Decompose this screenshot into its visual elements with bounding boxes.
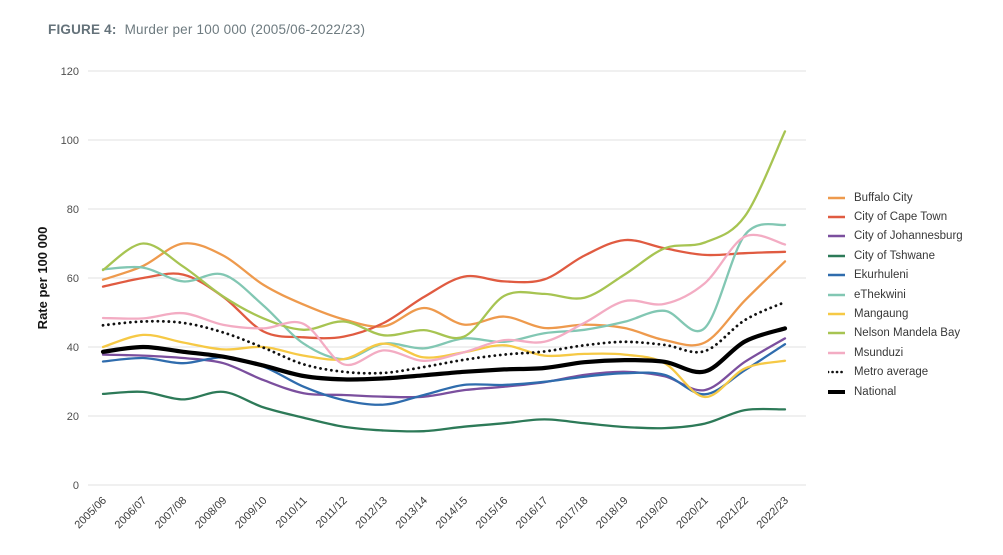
legend-label: Mangaung bbox=[854, 308, 909, 321]
y-tick-label: 40 bbox=[67, 342, 79, 354]
legend-label: Buffalo City bbox=[854, 191, 913, 204]
legend-label: Metro average bbox=[854, 366, 929, 379]
legend-item-national: National bbox=[828, 382, 963, 401]
series-line-nelson-mandela-bay bbox=[101, 130, 787, 340]
y-tick-label: 0 bbox=[73, 480, 79, 492]
x-tick-label: 2011/12 bbox=[314, 495, 350, 531]
series-line-ethekwini bbox=[101, 222, 787, 361]
chart-legend: Buffalo City City of Cape Town City of Joh… bbox=[828, 188, 963, 401]
y-tick-label: 60 bbox=[67, 273, 79, 285]
y-tick-label: 100 bbox=[61, 135, 79, 147]
y-tick-label: 80 bbox=[67, 204, 79, 216]
x-tick-label: 2019/20 bbox=[634, 495, 671, 532]
legend-swatch bbox=[828, 293, 845, 296]
figure-title: FIGURE 4: Murder per 100 000 (2005/06-202… bbox=[48, 22, 365, 37]
y-axis-label: Rate per 100 000 bbox=[35, 227, 50, 330]
legend-item-ekurhuleni: Ekurhuleni bbox=[828, 266, 963, 285]
legend-swatch bbox=[828, 215, 845, 219]
x-tick-label: 2006/07 bbox=[113, 495, 150, 532]
legend-item-msunduzi: Msunduzi bbox=[828, 343, 963, 362]
x-tick-label: 2010/11 bbox=[274, 495, 310, 531]
legend-swatch bbox=[828, 254, 845, 258]
legend-item-metro-average: Metro average bbox=[828, 363, 963, 382]
legend-swatch bbox=[828, 332, 845, 335]
series-line-national bbox=[100, 326, 788, 382]
y-tick-label: 20 bbox=[67, 411, 79, 423]
legend-label: National bbox=[854, 385, 897, 398]
series-line-metro-average bbox=[101, 300, 787, 375]
x-tick-label: 2007/08 bbox=[153, 495, 190, 532]
legend-label: Ekurhuleni bbox=[854, 269, 909, 282]
legend-swatch bbox=[828, 196, 845, 199]
y-tick-label: 120 bbox=[61, 66, 79, 78]
legend-label: Nelson Mandela Bay bbox=[854, 327, 961, 340]
legend-item-nelson-mandela-bay: Nelson Mandela Bay bbox=[828, 324, 963, 343]
legend-swatch bbox=[828, 273, 845, 277]
series-line-city-of-tshwane bbox=[101, 390, 787, 433]
legend-swatch bbox=[828, 389, 845, 394]
legend-swatch bbox=[828, 312, 845, 316]
x-tick-label: 2021/22 bbox=[714, 495, 751, 532]
x-tick-label: 2013/14 bbox=[393, 495, 430, 532]
legend-item-buffalo-city: Buffalo City bbox=[828, 188, 963, 207]
x-tick-label: 2016/17 bbox=[514, 495, 551, 532]
legend-item-mangaung: Mangaung bbox=[828, 304, 963, 323]
x-tick-label: 2014/15 bbox=[434, 495, 471, 532]
x-tick-label: 2015/16 bbox=[474, 495, 511, 532]
legend-item-ethekwini: eThekwini bbox=[828, 285, 963, 304]
figure-title-label: FIGURE 4: bbox=[48, 22, 117, 37]
legend-swatch bbox=[828, 235, 845, 238]
x-tick-label: 2017/18 bbox=[554, 495, 591, 532]
series-line-msunduzi bbox=[101, 233, 787, 367]
legend-label: City of Johannesburg bbox=[854, 230, 963, 243]
series-line-buffalo-city bbox=[101, 242, 787, 347]
x-tick-label: 2008/09 bbox=[193, 495, 230, 532]
legend-label: Msunduzi bbox=[854, 346, 904, 359]
legend-item-city-of-johannesburg: City of Johannesburg bbox=[828, 227, 963, 246]
x-tick-label: 2020/21 bbox=[674, 495, 711, 532]
legend-label: City of Cape Town bbox=[854, 211, 948, 224]
legend-item-city-of-tshwane: City of Tshwane bbox=[828, 246, 963, 265]
x-tick-label: 2009/10 bbox=[233, 495, 270, 532]
series-line-mangaung bbox=[101, 333, 787, 399]
x-tick-label: 2005/06 bbox=[73, 495, 110, 532]
legend-item-city-of-cape-town: City of Cape Town bbox=[828, 207, 963, 226]
figure-title-text: Murder per 100 000 (2005/06-2022/23) bbox=[124, 22, 366, 37]
legend-label: City of Tshwane bbox=[854, 249, 935, 262]
x-tick-label: 2022/23 bbox=[755, 495, 792, 532]
x-tick-label: 2012/13 bbox=[353, 495, 390, 532]
x-tick-label: 2018/19 bbox=[594, 495, 631, 532]
legend-swatch bbox=[828, 351, 845, 355]
legend-label: eThekwini bbox=[854, 288, 906, 301]
legend-swatch bbox=[828, 370, 845, 374]
